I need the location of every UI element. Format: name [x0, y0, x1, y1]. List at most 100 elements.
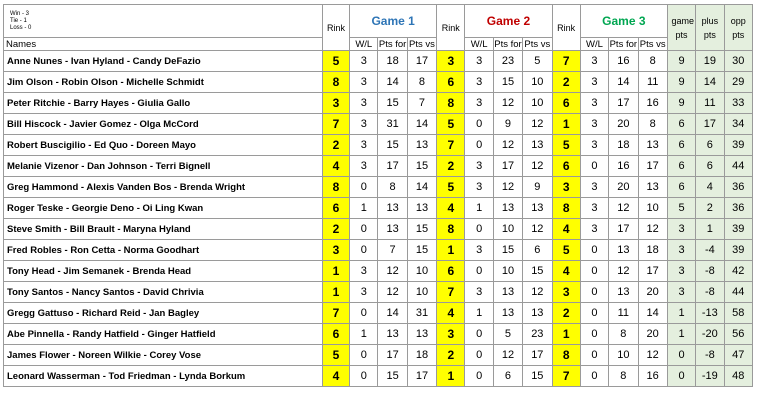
rink-header-3: Rink	[551, 4, 581, 51]
opp-pts-total: 39	[723, 239, 754, 261]
opp-pts-header: opp pts	[723, 4, 754, 51]
game-3-rink: 7	[551, 50, 581, 72]
game-2-pts-for: 12	[492, 344, 524, 366]
team-names: Leonard Wasserman - Tod Friedman - Lynda…	[3, 365, 323, 387]
game-1-wl: 0	[349, 239, 379, 261]
game-3-rink: 8	[551, 197, 581, 219]
game-3-wl: 3	[579, 113, 610, 135]
team-names: Robert Buscigilio - Ed Quo - Doreen Mayo	[3, 134, 323, 156]
team-row: Fred Robles - Ron Cetta - Norma Goodhart…	[3, 239, 754, 261]
game-1-rink: 2	[321, 134, 351, 156]
game-1-rink: 7	[321, 113, 351, 135]
game-2-pts-for: 13	[492, 197, 524, 219]
game-3-pts-vs: 11	[637, 71, 668, 93]
opp-pts-total: 29	[723, 71, 754, 93]
opp-pts-total: 47	[723, 344, 754, 366]
team-row: Steve Smith - Bill Brault - Maryna Hylan…	[3, 218, 754, 240]
game-3-pts-for: 20	[608, 176, 639, 198]
game-1-pts-for: 12	[377, 281, 408, 303]
game-1-wl: 0	[349, 302, 379, 324]
game-1-wl: 0	[349, 344, 379, 366]
game-pts-total: 6	[666, 113, 697, 135]
team-row: Roger Teske - Georgie Deno - Oi Ling Kwa…	[3, 197, 754, 219]
game-2-wl: 3	[464, 50, 494, 72]
game-2-pts-for: 17	[492, 155, 524, 177]
game-pts-total: 9	[666, 50, 697, 72]
plus-pts-total: -19	[695, 365, 725, 387]
game-2-rink: 8	[436, 92, 466, 114]
plus-pts-total: -4	[695, 239, 725, 261]
game-1-wl-header: W/L	[349, 37, 379, 51]
game-3-rink: 7	[551, 365, 581, 387]
game-3-pts-vs: 10	[637, 197, 668, 219]
team-row: Greg Hammond - Alexis Vanden Bos - Brend…	[3, 176, 754, 198]
game-3-wl: 0	[579, 302, 610, 324]
game-3-pts-for: 12	[608, 197, 639, 219]
game-2-wl: 3	[464, 281, 494, 303]
game-3-pts-for: 12	[608, 260, 639, 282]
plus-pts-total: -20	[695, 323, 725, 345]
game-2-pts-vs: 6	[522, 239, 553, 261]
team-row: Jim Olson - Robin Olson - Michelle Schmi…	[3, 71, 754, 93]
game-3-rink: 3	[551, 281, 581, 303]
team-names: Greg Hammond - Alexis Vanden Bos - Brend…	[3, 176, 323, 198]
opp-pts-total: 36	[723, 176, 754, 198]
game-3-pts-vs: 20	[637, 323, 668, 345]
game-pts-total: 1	[666, 302, 697, 324]
opp-pts-total: 39	[723, 218, 754, 240]
team-names: Tony Santos - Nancy Santos - David Chriv…	[3, 281, 323, 303]
game-1-pts-vs: 13	[406, 323, 438, 345]
game-3-rink: 2	[551, 71, 581, 93]
game-pts-total: 5	[666, 197, 697, 219]
team-names: Roger Teske - Georgie Deno - Oi Ling Kwa…	[3, 197, 323, 219]
game-2-pts-for: 13	[492, 302, 524, 324]
game-1-pts-for: 13	[377, 323, 408, 345]
game-1-pts-vs: 17	[406, 50, 438, 72]
game-1-pts-vs: 17	[406, 365, 438, 387]
game-1-wl: 3	[349, 134, 379, 156]
game-1-pts-for: 31	[377, 113, 408, 135]
game-1-wl: 3	[349, 260, 379, 282]
game-2-rink: 4	[436, 302, 466, 324]
legend-loss: Loss - 0	[10, 24, 32, 31]
team-names: Tony Head - Jim Semanek - Brenda Head	[3, 260, 323, 282]
game-3-rink: 4	[551, 260, 581, 282]
game-3-pts-for: 20	[608, 113, 639, 135]
game-2-pts-vs: 10	[522, 92, 553, 114]
game-2-rink: 3	[436, 323, 466, 345]
game-3-pts-vs: 14	[637, 302, 668, 324]
game-1-pts-for: 14	[377, 302, 408, 324]
team-names: Bill Hiscock - Javier Gomez - Olga McCor…	[3, 113, 323, 135]
game-3-pts-vs: 17	[637, 155, 668, 177]
game-2-pts-vs: 10	[522, 71, 553, 93]
game-1-pts-vs-header: Pts vs	[406, 37, 438, 51]
game-2-wl: 0	[464, 260, 494, 282]
game-2-wl: 0	[464, 113, 494, 135]
game-3-pts-vs: 8	[637, 50, 668, 72]
game-3-pts-vs: 16	[637, 365, 668, 387]
opp-pts-total: 56	[723, 323, 754, 345]
game-2-wl: 0	[464, 365, 494, 387]
game-1-pts-for: 7	[377, 239, 408, 261]
game-pts-total: 3	[666, 239, 697, 261]
game-2-pts-for: 12	[492, 134, 524, 156]
game-pts-total: 9	[666, 71, 697, 93]
game-2-wl: 0	[464, 218, 494, 240]
game-2-pts-for: 12	[492, 92, 524, 114]
plus-pts-total: -8	[695, 260, 725, 282]
opp-pts-total: 33	[723, 92, 754, 114]
game-2-rink: 6	[436, 260, 466, 282]
game-3-pts-for: 17	[608, 218, 639, 240]
game-3-rink: 2	[551, 302, 581, 324]
game-1-rink: 7	[321, 302, 351, 324]
game-2-pts-vs: 5	[522, 50, 553, 72]
game-1-pts-for: 15	[377, 134, 408, 156]
game-pts-total: 3	[666, 218, 697, 240]
game-2-rink: 4	[436, 197, 466, 219]
game-2-wl: 3	[464, 92, 494, 114]
game-1-rink: 5	[321, 344, 351, 366]
game-1-rink: 5	[321, 50, 351, 72]
game-3-wl: 3	[579, 176, 610, 198]
game-2-pts-for-header: Pts for	[492, 37, 524, 51]
game-pts-total: 3	[666, 281, 697, 303]
